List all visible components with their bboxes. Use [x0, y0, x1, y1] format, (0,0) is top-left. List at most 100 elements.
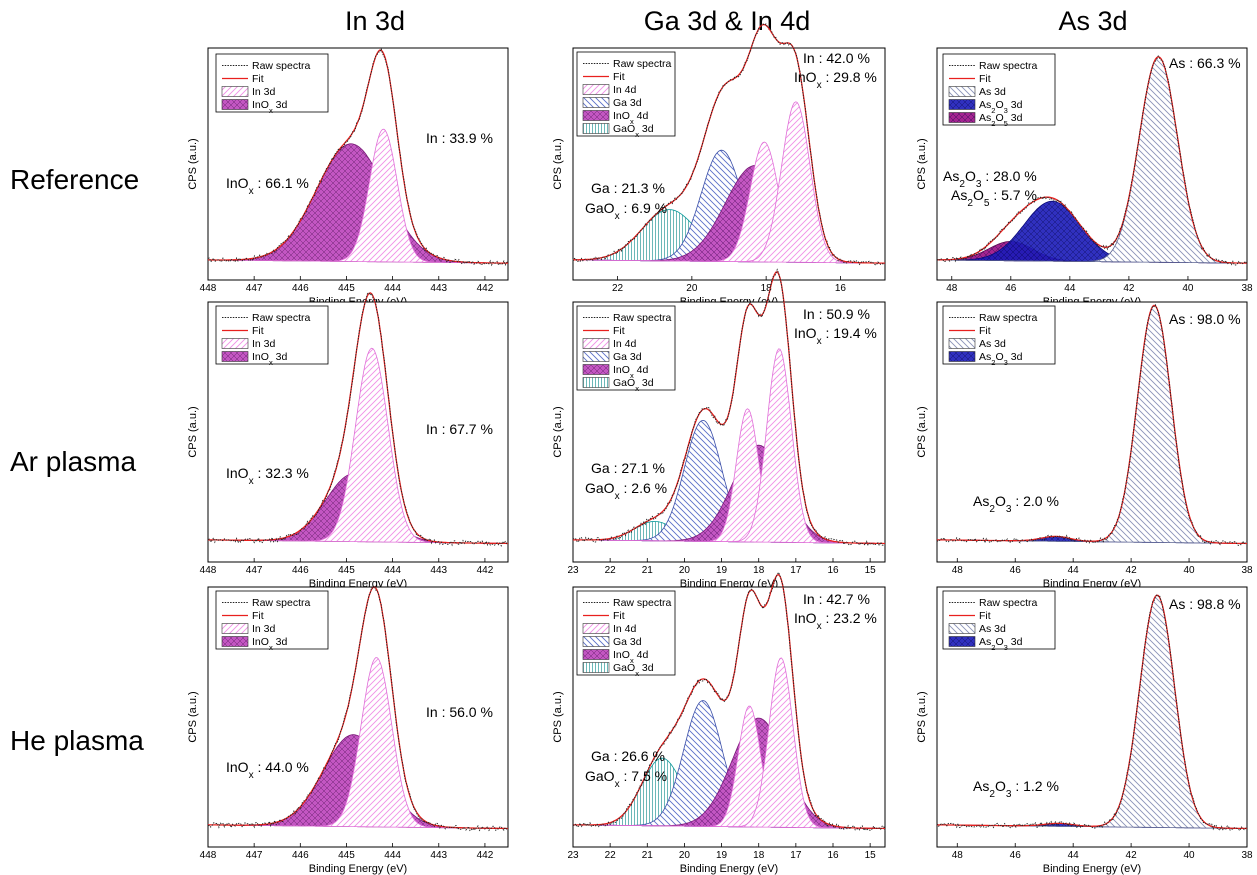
percentage-annotation: In : 42.7 %	[803, 591, 870, 607]
x-tick-label: 20	[686, 283, 698, 294]
x-tick-label: 447	[246, 283, 263, 294]
percentage-annotation: In : 56.0 %	[426, 704, 493, 720]
legend-label: Fit	[613, 71, 625, 83]
legend-label: In 3d	[252, 86, 276, 98]
x-tick-label: 42	[1123, 283, 1135, 294]
x-tick-label: 445	[338, 565, 355, 576]
x-tick-label: 19	[716, 565, 728, 576]
legend-label: Raw spectra	[979, 312, 1038, 324]
legend-swatch-ino3d	[222, 352, 248, 362]
x-tick-label: 38	[1241, 850, 1253, 861]
legend-label: Ga 3d	[613, 351, 642, 363]
percentage-annotation: Ga : 21.3 %	[591, 180, 665, 196]
legend-swatch-as3d	[949, 339, 975, 349]
x-tick-label: 445	[338, 283, 355, 294]
percentage-annotation: In : 67.7 %	[426, 421, 493, 437]
legend-swatch-as2o3	[949, 637, 975, 647]
legend-label: In 3d	[252, 623, 276, 635]
x-tick-label: 19	[716, 850, 728, 861]
x-tick-label: 46	[1005, 283, 1017, 294]
legend-label: Fit	[252, 610, 264, 622]
x-tick-label: 44	[1068, 850, 1080, 861]
legend-swatch-ino3d	[222, 637, 248, 647]
column-title-in3d: In 3d	[205, 6, 545, 37]
legend-label: Fit	[979, 325, 991, 337]
legend-swatch-ga3d	[583, 98, 609, 108]
y-axis-title: CPS (a.u.)	[916, 406, 928, 457]
legend-label: Ga 3d	[613, 97, 642, 109]
x-tick-label: 16	[827, 850, 839, 861]
x-tick-label: 21	[642, 850, 654, 861]
x-tick-label: 442	[477, 565, 494, 576]
legend-label: Raw spectra	[979, 60, 1038, 72]
legend-swatch-in3d	[222, 624, 248, 634]
x-tick-label: 40	[1182, 283, 1194, 294]
x-axis-title: Binding Energy (eV)	[1043, 863, 1141, 875]
x-tick-label: 44	[1064, 283, 1076, 294]
legend-swatch-as3d	[949, 87, 975, 97]
x-tick-label: 40	[1183, 850, 1195, 861]
chart-ar-plasma-in3d: 448 447 446 445 444 443 442Binding Energy (eV)…	[180, 302, 510, 585]
legend-swatch-ga3d	[583, 352, 609, 362]
x-tick-label: 447	[246, 565, 263, 576]
legend-swatch-as2o3	[949, 352, 975, 362]
y-axis-title: CPS (a.u.)	[916, 691, 928, 742]
legend-swatch-in3d	[583, 85, 609, 95]
legend-label: Fit	[613, 610, 625, 622]
chart-reference-as3d: 484644424038Binding Energy (eV)CPS (a.u.…	[905, 42, 1250, 310]
x-tick-label: 21	[642, 565, 654, 576]
legend-swatch-gao3d	[583, 378, 609, 388]
legend-label: Fit	[613, 325, 625, 337]
y-axis-title: CPS (a.u.)	[552, 691, 564, 742]
percentage-annotation: As : 66.3 %	[1169, 55, 1241, 71]
x-tick-label: 42	[1126, 565, 1138, 576]
x-tick-label: 48	[952, 565, 964, 576]
percentage-annotation: In : 33.9 %	[426, 130, 493, 146]
legend-swatch-in3d	[583, 624, 609, 634]
x-tick-label: 22	[605, 565, 617, 576]
legend-swatch-in3d	[222, 87, 248, 97]
percentage-annotation: In : 50.9 %	[803, 306, 870, 322]
x-tick-label: 46	[1010, 850, 1022, 861]
legend-label: Raw spectra	[613, 58, 672, 70]
x-tick-label: 22	[605, 850, 617, 861]
legend-label: Fit	[252, 325, 264, 337]
x-tick-label: 442	[477, 283, 494, 294]
legend-label: Raw spectra	[613, 597, 672, 609]
x-tick-label: 18	[753, 565, 765, 576]
row-label-reference: Reference	[10, 164, 139, 196]
y-axis-title: CPS (a.u.)	[916, 138, 928, 189]
legend-label: Raw spectra	[979, 597, 1038, 609]
legend-swatch-as2o5	[949, 113, 975, 123]
legend-swatch-gao3d	[583, 663, 609, 673]
x-tick-label: 443	[430, 850, 447, 861]
x-tick-label: 44	[1068, 565, 1080, 576]
x-tick-label: 46	[1010, 565, 1022, 576]
y-axis-title: CPS (a.u.)	[187, 138, 199, 189]
legend-label: As 3d	[979, 86, 1006, 98]
x-tick-label: 443	[430, 283, 447, 294]
x-tick-label: 23	[567, 850, 579, 861]
percentage-annotation: Ga : 27.1 %	[591, 460, 665, 476]
legend-label: Ga 3d	[613, 636, 642, 648]
x-tick-label: 442	[477, 850, 494, 861]
percentage-annotation: In : 42.0 %	[803, 50, 870, 66]
chart-he-plasma-as3d: 48 46 44 42 40 38Binding Energy (eV)CPS (a.u.…	[905, 587, 1250, 870]
legend-label: Raw spectra	[252, 597, 311, 609]
legend-swatch-ino3d	[583, 365, 609, 375]
legend-label: In 4d	[613, 623, 637, 635]
legend-label: Raw spectra	[613, 312, 672, 324]
x-tick-label: 448	[200, 283, 217, 294]
chart-he-plasma-in3d: 448 447 446 445 444 443 442 Binding Energy (eV)…	[180, 587, 510, 870]
x-tick-label: 448	[200, 565, 217, 576]
legend-label: In 4d	[613, 338, 637, 350]
legend-label: In 3d	[252, 338, 276, 350]
x-tick-label: 446	[292, 283, 309, 294]
legend-label: Raw spectra	[252, 312, 311, 324]
x-tick-label: 447	[246, 850, 263, 861]
legend-swatch-in3d	[222, 339, 248, 349]
percentage-annotation: As : 98.0 %	[1169, 311, 1241, 327]
x-tick-label: 444	[384, 850, 401, 861]
chart-he-plasma-ga3d-in4d: 23 22 21 20 19 18 17 16 15 Binding Energy (eV) CPS…	[540, 587, 890, 870]
x-tick-label: 16	[827, 565, 839, 576]
